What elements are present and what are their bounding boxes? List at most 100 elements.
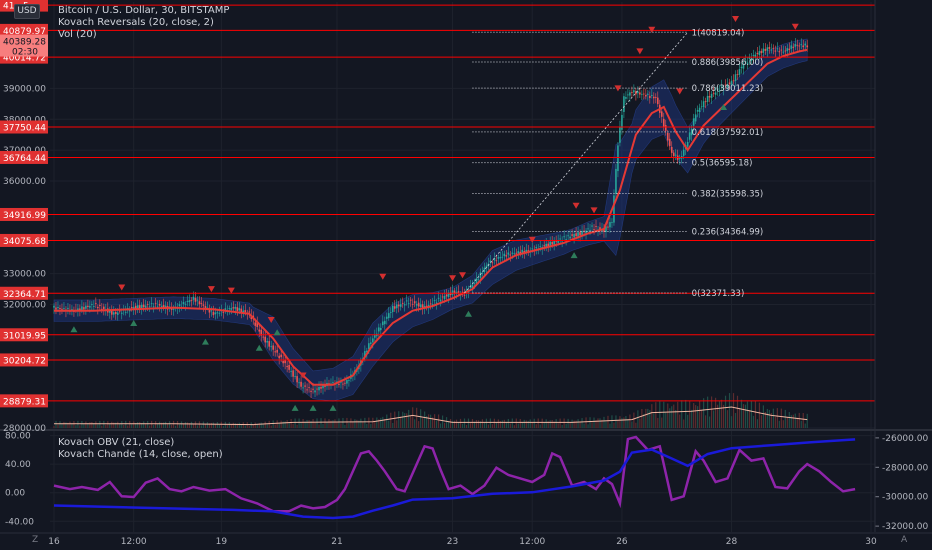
time-axis-tick: 26 <box>616 537 628 547</box>
buy-signal-marker <box>70 326 78 333</box>
candle-body <box>647 93 649 95</box>
volume-bar <box>561 424 563 428</box>
volume-bar <box>681 400 683 428</box>
candle-body <box>505 255 508 257</box>
volume-bar <box>748 410 751 428</box>
candle-body <box>722 87 725 90</box>
buy-signal-marker <box>720 103 728 110</box>
candle-body <box>764 48 767 51</box>
candle-body <box>152 306 155 308</box>
volume-bar <box>705 415 707 428</box>
volume-bar <box>521 421 523 428</box>
candle-body <box>457 291 460 293</box>
candle-body <box>387 313 390 319</box>
volume-bar <box>101 425 103 428</box>
volume-bar <box>527 421 529 428</box>
volume-bar <box>651 404 653 428</box>
candle-body <box>511 252 514 254</box>
volume-bar <box>443 422 446 428</box>
candle-body <box>772 47 775 49</box>
candle-body <box>93 306 95 307</box>
volume-bar <box>483 422 486 428</box>
candle-body <box>208 308 211 313</box>
level-price-tag <box>0 120 48 134</box>
indicator-kovach-chande[interactable]: Kovach Chande (14, close, open) <box>58 449 223 460</box>
indicator-volume[interactable]: Vol (20) <box>58 29 97 40</box>
candle-body <box>120 312 123 314</box>
main-title: Bitcoin / U.S. Dollar, 30, BITSTAMP <box>58 5 230 16</box>
volume-bar <box>133 421 135 428</box>
volume-bar <box>141 423 143 428</box>
candle-body <box>712 92 715 94</box>
volume-bar <box>87 422 89 428</box>
candle-body <box>320 386 322 389</box>
volume-bar <box>495 422 497 428</box>
price-axis-tick: 36000.00 <box>3 177 46 187</box>
candle-body <box>238 308 241 311</box>
candle-body <box>802 45 805 48</box>
volume-bar <box>55 420 57 428</box>
candle-body <box>200 303 203 304</box>
volume-bar <box>726 410 729 428</box>
fib-label: 1(40819.04) <box>692 28 745 38</box>
volume-bar <box>328 419 330 428</box>
volume-bar <box>418 421 420 428</box>
volume-bar <box>569 422 571 428</box>
volume-bar <box>248 425 250 428</box>
volume-bar <box>449 419 452 428</box>
candle-body <box>344 382 346 384</box>
volume-bar <box>485 418 488 428</box>
volume-bar <box>479 421 482 428</box>
volume-bar <box>304 421 306 428</box>
volume-bar <box>665 412 667 428</box>
volume-bar <box>81 421 83 428</box>
candle-body <box>509 254 512 256</box>
candle-body <box>449 292 452 296</box>
volume-bar <box>326 422 328 428</box>
level-price-tag <box>0 286 48 300</box>
volume-bar <box>435 420 438 428</box>
candle-body <box>274 351 276 353</box>
auto-scale-icon[interactable]: A <box>901 535 908 545</box>
candle-body <box>591 225 593 227</box>
volume-bar <box>732 393 735 428</box>
volume-bar <box>501 420 503 428</box>
volume-bar <box>310 421 312 428</box>
candle-body <box>543 245 546 247</box>
candle-body <box>523 250 526 253</box>
candle-body <box>627 94 629 96</box>
volume-bar <box>85 421 87 428</box>
candle-body <box>202 304 205 306</box>
level-price-label: 40014.72 <box>3 54 46 64</box>
candle-body <box>138 305 141 309</box>
indicator-kovach-obv[interactable]: Kovach OBV (21, close) <box>58 437 175 448</box>
volume-bar <box>107 421 109 428</box>
candle-body <box>770 49 773 51</box>
candle-body <box>696 109 699 112</box>
volume-bar <box>738 407 741 428</box>
candle-body <box>150 303 153 304</box>
candle-body <box>649 95 651 98</box>
candle-body <box>368 343 370 350</box>
volume-bar <box>806 413 808 428</box>
candle-body <box>282 360 284 364</box>
volume-bar <box>252 424 254 428</box>
volume-bar <box>432 417 434 428</box>
candle-body <box>754 54 757 58</box>
candle-body <box>272 345 274 350</box>
volume-bar <box>740 399 743 428</box>
volume-bar <box>728 393 731 428</box>
volume-bar <box>264 421 266 428</box>
candle-body <box>577 232 579 237</box>
volume-ma-line <box>54 406 808 426</box>
volume-bar <box>61 423 63 428</box>
zoom-reset-icon[interactable]: Z <box>32 535 39 545</box>
volume-bar <box>99 420 101 428</box>
indicator-kovach-reversals[interactable]: Kovach Reversals (20, close, 2) <box>58 17 214 28</box>
currency-button[interactable]: USD <box>14 4 40 19</box>
candle-body <box>204 306 207 309</box>
volume-bar <box>447 421 450 428</box>
candle-body <box>517 251 520 254</box>
candle-body <box>366 350 368 353</box>
candle-body <box>322 384 324 389</box>
